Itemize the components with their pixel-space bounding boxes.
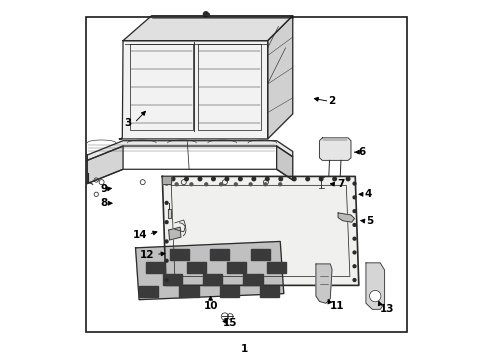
Circle shape	[165, 279, 168, 282]
Bar	[85, 18, 406, 332]
Text: 11: 11	[329, 301, 344, 311]
Text: 10: 10	[203, 301, 217, 311]
Text: 4: 4	[364, 189, 371, 199]
Circle shape	[332, 177, 336, 181]
Polygon shape	[267, 16, 292, 139]
Circle shape	[203, 12, 208, 17]
Circle shape	[238, 177, 242, 181]
Circle shape	[352, 224, 355, 226]
Bar	[203, 274, 222, 285]
Circle shape	[352, 196, 355, 199]
Bar	[260, 286, 279, 297]
Circle shape	[175, 183, 178, 186]
Text: 7: 7	[337, 179, 344, 189]
Bar	[210, 249, 229, 260]
Bar	[219, 286, 238, 297]
Polygon shape	[123, 16, 292, 41]
Polygon shape	[135, 242, 283, 300]
Circle shape	[278, 183, 281, 186]
Text: 1: 1	[241, 343, 247, 354]
Text: 13: 13	[379, 303, 393, 314]
Circle shape	[352, 251, 355, 254]
Bar	[226, 262, 245, 273]
Circle shape	[171, 177, 175, 181]
Circle shape	[204, 183, 207, 186]
Circle shape	[165, 202, 168, 204]
Polygon shape	[119, 41, 267, 139]
Circle shape	[279, 177, 282, 181]
Circle shape	[352, 182, 355, 185]
Polygon shape	[315, 264, 331, 303]
Bar	[139, 286, 158, 297]
Bar	[243, 274, 262, 285]
Text: 9: 9	[101, 184, 108, 194]
Text: 3: 3	[124, 118, 132, 128]
Circle shape	[305, 177, 309, 181]
Polygon shape	[319, 138, 350, 160]
Polygon shape	[276, 146, 292, 180]
Polygon shape	[162, 176, 358, 285]
Circle shape	[292, 177, 295, 181]
Circle shape	[211, 177, 215, 181]
Circle shape	[251, 177, 255, 181]
Bar	[163, 274, 182, 285]
Circle shape	[184, 177, 188, 181]
Polygon shape	[87, 146, 123, 184]
Circle shape	[165, 221, 168, 224]
Text: 6: 6	[358, 147, 366, 157]
Circle shape	[265, 177, 268, 181]
Circle shape	[346, 177, 349, 181]
Polygon shape	[162, 176, 171, 184]
Bar	[170, 249, 189, 260]
Circle shape	[352, 237, 355, 240]
Text: 8: 8	[101, 198, 108, 208]
Bar	[250, 249, 269, 260]
Bar	[266, 262, 285, 273]
Circle shape	[369, 291, 380, 302]
Polygon shape	[87, 141, 292, 160]
Text: 2: 2	[328, 96, 335, 107]
Bar	[179, 286, 198, 297]
Circle shape	[234, 183, 237, 186]
Circle shape	[352, 265, 355, 268]
Polygon shape	[167, 208, 171, 217]
Polygon shape	[337, 213, 354, 222]
Text: 5: 5	[365, 216, 372, 226]
Bar	[146, 262, 165, 273]
Text: 14: 14	[132, 230, 147, 240]
Circle shape	[249, 183, 251, 186]
Circle shape	[219, 183, 222, 186]
Circle shape	[264, 183, 266, 186]
Circle shape	[198, 177, 202, 181]
Polygon shape	[365, 263, 384, 309]
Text: 12: 12	[140, 250, 154, 260]
Text: 15: 15	[222, 318, 236, 328]
Polygon shape	[168, 227, 181, 240]
Circle shape	[224, 177, 228, 181]
Circle shape	[319, 177, 322, 181]
Bar	[186, 262, 205, 273]
Circle shape	[165, 182, 168, 185]
Circle shape	[352, 210, 355, 212]
Circle shape	[190, 183, 192, 186]
Circle shape	[352, 279, 355, 282]
Circle shape	[165, 259, 168, 262]
Circle shape	[165, 240, 168, 243]
